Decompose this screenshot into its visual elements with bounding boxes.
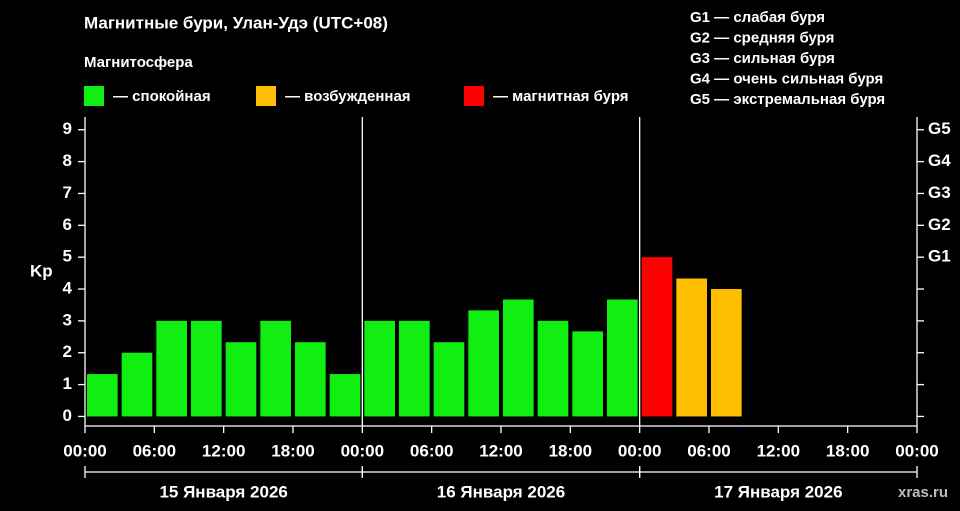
bar — [711, 289, 742, 417]
bar — [121, 352, 153, 417]
x-tick-label: 00:00 — [618, 441, 661, 460]
x-tick-label: 12:00 — [479, 441, 522, 460]
bar — [537, 320, 569, 417]
bar — [676, 278, 707, 417]
x-tick-label: 06:00 — [133, 441, 176, 460]
bar — [225, 342, 257, 417]
bar — [607, 299, 638, 417]
legend-swatch — [464, 86, 484, 106]
x-tick-label: 18:00 — [271, 441, 314, 460]
legend-label: — возбужденная — [285, 88, 411, 105]
storm-level: G1 — слабая буря — [690, 9, 825, 26]
day-label: 15 Января 2026 — [159, 482, 287, 501]
legend-swatch — [84, 86, 104, 106]
y-tick-label: 8 — [63, 151, 72, 170]
bar — [503, 299, 534, 417]
bar — [641, 257, 673, 417]
y2-tick-label: G2 — [928, 215, 951, 234]
legend-label: — магнитная буря — [493, 88, 629, 105]
bar — [191, 320, 222, 417]
y-tick-label: 5 — [63, 247, 72, 266]
chart-subtitle: Магнитосфера — [84, 54, 193, 71]
y2-tick-label: G3 — [928, 183, 951, 202]
y-tick-label: 2 — [63, 342, 72, 361]
x-tick-label: 00:00 — [341, 441, 384, 460]
legend-swatch — [256, 86, 276, 106]
day-label: 16 Января 2026 — [437, 482, 565, 501]
chart-title: Магнитные бури, Улан-Удэ (UTC+08) — [84, 13, 388, 32]
legend-label: — спокойная — [113, 88, 211, 105]
y-tick-label: 7 — [63, 183, 72, 202]
x-tick-label: 18:00 — [549, 441, 592, 460]
y2-tick-label: G5 — [928, 119, 951, 138]
y2-tick-label: G4 — [928, 151, 951, 170]
storm-level: G3 — сильная буря — [690, 50, 835, 67]
bar — [433, 342, 465, 417]
x-tick-label: 00:00 — [895, 441, 938, 460]
day-label: 17 Января 2026 — [714, 482, 842, 501]
storm-level: G5 — экстремальная буря — [690, 91, 885, 108]
bar — [364, 320, 395, 417]
x-tick-label: 06:00 — [687, 441, 730, 460]
bar — [572, 331, 603, 417]
bar — [260, 320, 291, 417]
bar — [295, 342, 326, 417]
x-tick-label: 18:00 — [826, 441, 869, 460]
storm-level: G4 — очень сильная буря — [690, 70, 883, 87]
watermark: xras.ru — [898, 484, 948, 501]
y-tick-label: 4 — [63, 279, 73, 298]
y-tick-label: 9 — [63, 119, 72, 138]
x-tick-label: 12:00 — [757, 441, 800, 460]
y-tick-label: 3 — [63, 310, 72, 329]
y-axis-label: Kp — [30, 261, 53, 280]
bar — [156, 320, 187, 417]
bar — [87, 374, 118, 417]
bar — [399, 320, 430, 417]
y-tick-label: 0 — [63, 406, 72, 425]
y-tick-label: 1 — [63, 374, 72, 393]
y2-tick-label: G1 — [928, 247, 951, 266]
x-tick-label: 00:00 — [63, 441, 106, 460]
bar — [468, 310, 499, 417]
x-tick-label: 12:00 — [202, 441, 245, 460]
bar — [329, 374, 361, 417]
x-tick-label: 06:00 — [410, 441, 453, 460]
y-tick-label: 6 — [63, 215, 72, 234]
storm-level: G2 — средняя буря — [690, 29, 834, 46]
